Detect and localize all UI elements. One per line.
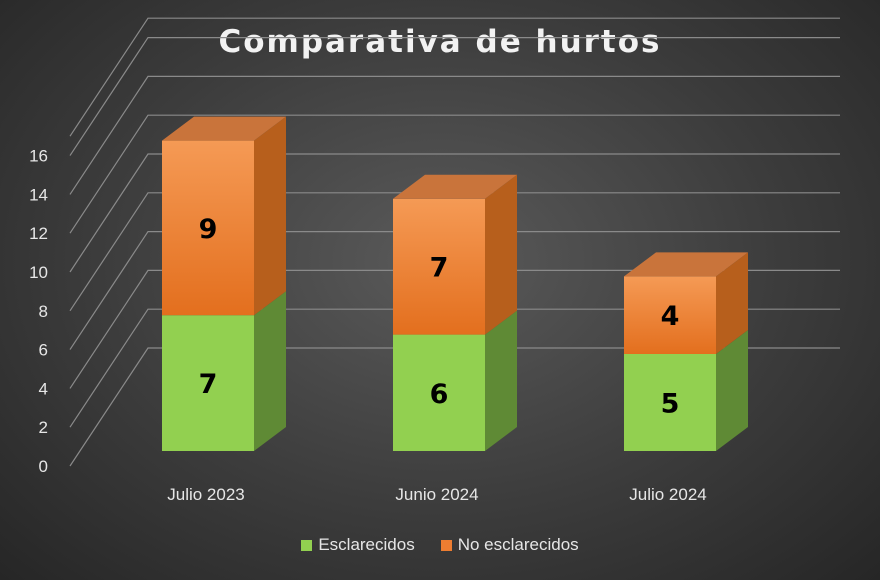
bar-segment-side [254,116,286,316]
legend-label-no-esclarecidos: No esclarecidos [457,535,579,554]
gridline [69,231,840,350]
y-tick-label: 2 [39,418,48,437]
gridline [69,308,840,428]
bar-segment-side [485,310,517,451]
data-label: 7 [430,253,449,284]
legend-swatch-esclarecidos [301,539,313,551]
bar-segment-side [254,291,286,451]
y-tick-label: 8 [39,302,48,321]
bar-stack: 54 [624,252,748,451]
chart-title: Comparativa de hurtos [218,24,661,60]
bar-segment [393,334,485,451]
bar-segment [624,276,716,354]
gridline [69,75,840,195]
bar-segment [393,198,485,335]
x-tick-label: Julio 2023 [167,485,245,504]
gridline [69,36,840,156]
bar-segment [162,315,254,451]
gridline [69,192,840,312]
gridlines [69,17,840,467]
data-label: 4 [661,301,680,332]
gridline [69,347,840,467]
x-axis-ticks: Julio 2023 Junio 2024 Julio 2024 [167,485,707,504]
bar-top-face [393,174,517,199]
data-label: 6 [430,379,449,410]
y-tick-label: 0 [39,457,48,476]
y-tick-label: 6 [39,341,48,360]
y-tick-label: 4 [39,379,48,398]
x-tick-label: Junio 2024 [395,485,478,504]
legend-item-no-esclarecidos: No esclarecidos [440,535,579,555]
bar-stack: 79 [162,116,286,451]
legend-label-esclarecidos: Esclarecidos [318,535,415,554]
y-tick-label: 14 [29,185,48,204]
legend: Esclarecidos No esclarecidos [0,535,880,555]
data-label: 7 [199,369,218,400]
y-tick-label: 16 [29,147,48,166]
bar-top-face [162,116,286,141]
gridline [69,269,840,389]
y-tick-label: 12 [29,224,48,243]
bar-segment-side [485,174,517,335]
data-label: 5 [661,389,680,420]
legend-swatch-no-esclarecidos [440,539,452,551]
y-axis-ticks: 0 2 4 6 8 10 12 14 16 [29,147,48,476]
bar-segment-side [716,252,748,354]
legend-item-esclarecidos: Esclarecidos [301,535,415,555]
bar-stack: 67 [393,174,517,451]
bar-segment-side [716,330,748,451]
x-tick-label: Julio 2024 [629,485,707,504]
data-label: 9 [199,214,218,245]
y-tick-label: 10 [29,263,48,282]
gridline-top [69,17,840,137]
bar-top-face [624,252,748,277]
gridline [69,153,840,273]
gridline [69,114,840,234]
bar-segment [162,140,254,316]
bar-segment [624,354,716,451]
